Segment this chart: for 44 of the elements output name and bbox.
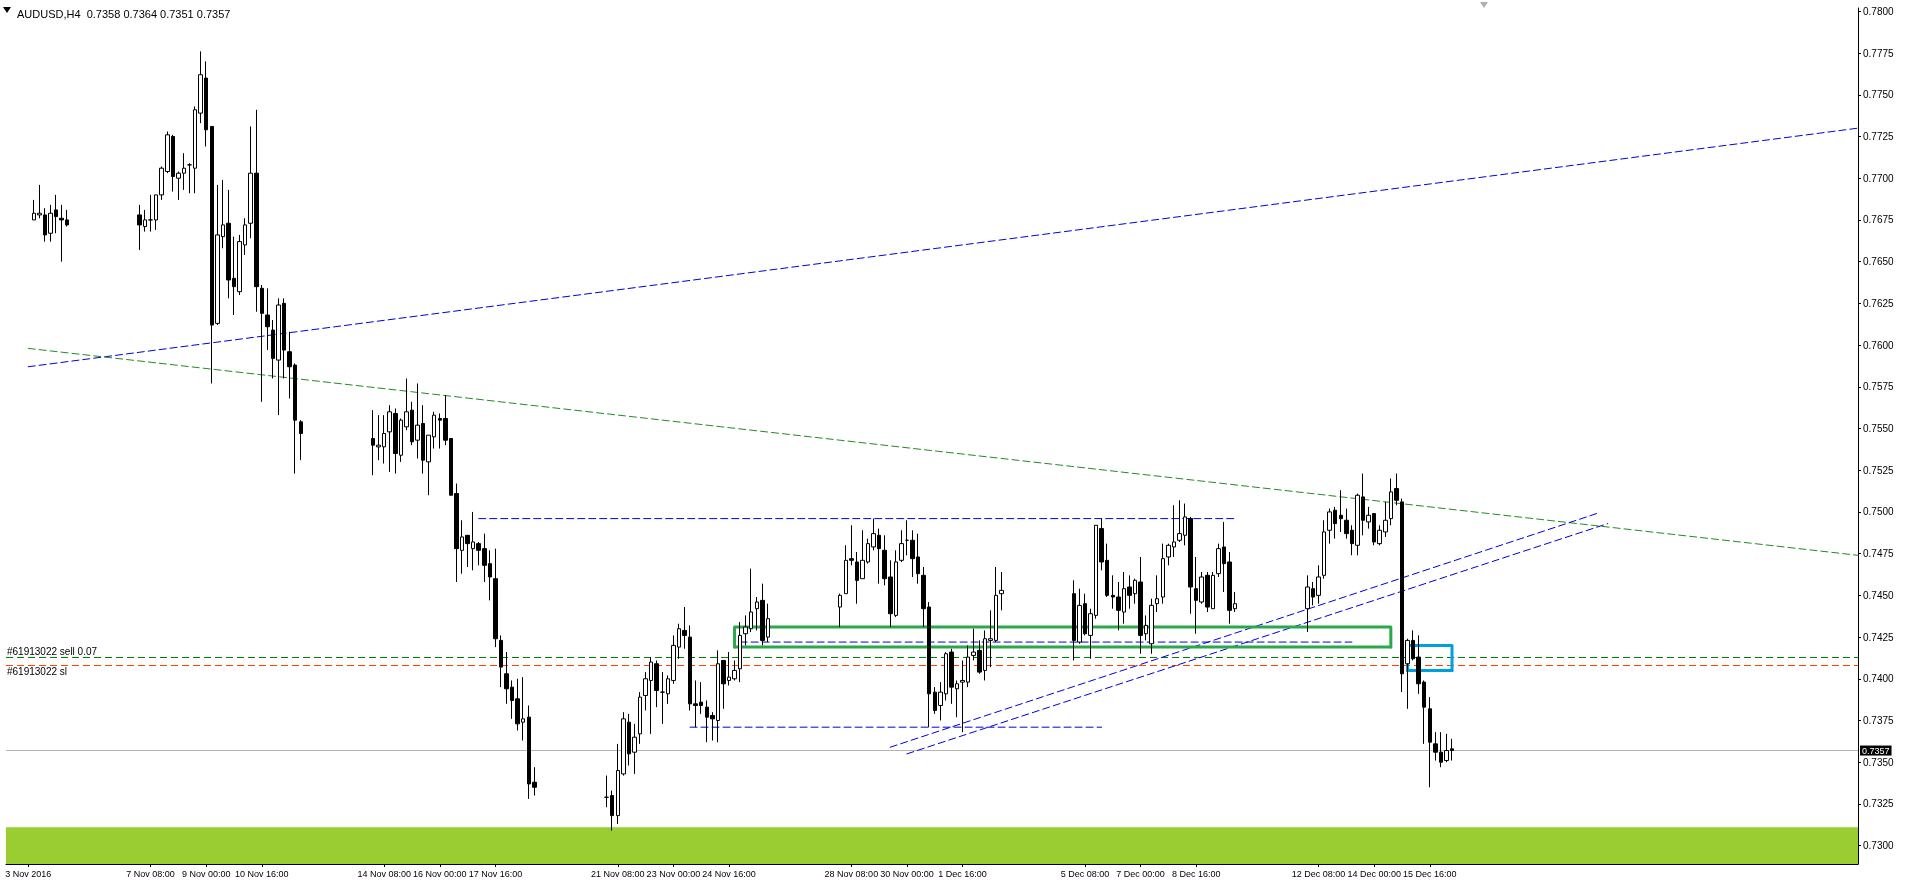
x-tick-label: 16 Nov 00:00 [413, 868, 467, 879]
x-tick-label: 9 Nov 00:00 [181, 868, 231, 879]
y-tick-label: 0.7600 [1863, 339, 1895, 351]
y-tick-label: 0.7525 [1863, 464, 1895, 476]
x-tick-label: 10 Nov 16:00 [235, 868, 289, 879]
x-tick-label: 8 Dec 16:00 [1171, 868, 1221, 879]
y-tick-label: 0.7625 [1863, 297, 1895, 309]
x-tick-label: 12 Dec 08:00 [1291, 868, 1346, 879]
x-tick-label: 14 Dec 00:00 [1347, 868, 1401, 879]
ref-line-label: 0.7357 [1862, 745, 1890, 756]
x-tick-label: 21 Nov 08:00 [591, 868, 645, 879]
y-tick-label: 0.7725 [1863, 130, 1895, 142]
x-tick-label: 23 Nov 00:00 [646, 868, 701, 879]
y-tick-label: 0.7350 [1863, 756, 1895, 768]
x-tick-label: 5 Dec 08:00 [1060, 868, 1110, 879]
y-tick-label: 0.7450 [1863, 589, 1895, 601]
x-tick-label: 15 Dec 16:00 [1402, 868, 1457, 879]
x-tick-label: 3 Nov 2016 [5, 868, 52, 879]
x-tick-label: 1 Dec 16:00 [938, 868, 987, 879]
y-tick-label: 0.7500 [1863, 506, 1895, 518]
x-tick-label: 28 Nov 08:00 [824, 868, 879, 879]
y-tick-label: 0.7375 [1863, 715, 1895, 726]
y-tick-label: 0.7575 [1863, 381, 1895, 393]
y-tick-label: 0.7700 [1863, 172, 1895, 184]
x-tick-label: 7 Dec 00:00 [1116, 868, 1165, 879]
y-tick-label: 0.7325 [1863, 798, 1895, 810]
ref-line-label: #61913022 sl [7, 665, 68, 677]
y-tick-label: 0.7400 [1863, 673, 1895, 685]
x-tick-label: 30 Nov 00:00 [880, 868, 934, 879]
x-tick-label: 7 Nov 08:00 [126, 868, 175, 879]
chart-title: AUDUSD,H4 0.7358 0.7364 0.7351 0.7357 [17, 7, 231, 20]
x-tick-label: 24 Nov 16:00 [702, 868, 756, 879]
y-tick-label: 0.7300 [1863, 840, 1895, 852]
y-tick-label: 0.7800 [1863, 5, 1895, 17]
x-tick-label: 17 Nov 16:00 [468, 868, 523, 879]
y-tick-label: 0.7475 [1863, 548, 1895, 560]
ref-line-label: #61913022 sell 0.07 [7, 645, 98, 657]
x-tick-label: 14 Nov 08:00 [357, 868, 411, 879]
y-tick-label: 0.7650 [1863, 256, 1895, 268]
y-tick-label: 0.7775 [1863, 47, 1895, 59]
y-tick-label: 0.7425 [1863, 631, 1895, 643]
y-tick-label: 0.7675 [1863, 214, 1895, 226]
y-tick-label: 0.7750 [1863, 89, 1895, 101]
y-tick-label: 0.7550 [1863, 422, 1895, 434]
